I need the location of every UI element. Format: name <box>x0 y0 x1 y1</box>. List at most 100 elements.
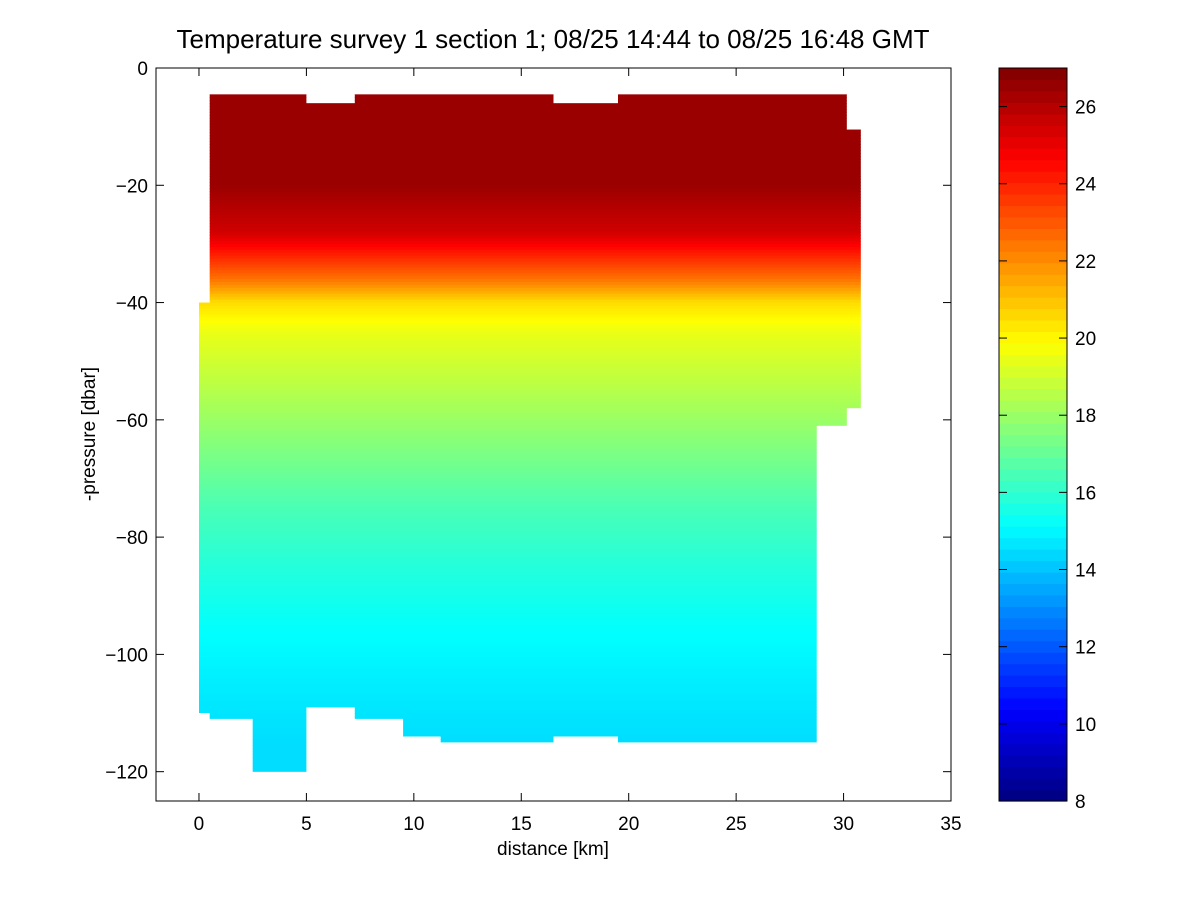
temperature-band <box>199 666 861 670</box>
temperature-band <box>199 273 861 277</box>
temperature-band <box>199 255 861 260</box>
colorbar-level <box>999 571 1067 584</box>
temperature-band <box>199 487 861 491</box>
temperature-band <box>199 100 861 104</box>
temperature-band <box>199 698 861 702</box>
temperature-band <box>199 713 861 717</box>
temperature-band <box>199 399 861 403</box>
temperature-band <box>199 334 861 339</box>
colorbar-level <box>999 778 1067 791</box>
colorbar-level <box>999 445 1067 458</box>
temperature-band <box>199 481 861 485</box>
temperature-band <box>199 422 861 427</box>
temperature-band <box>199 701 861 705</box>
colorbar-level <box>999 675 1067 688</box>
colorbar-level <box>999 148 1067 161</box>
x-tick-label: 25 <box>726 814 747 835</box>
colorbar-level <box>999 720 1067 733</box>
temperature-band <box>199 519 861 524</box>
temperature-band <box>199 147 861 151</box>
temperature-band <box>199 689 861 694</box>
temperature-band <box>199 733 861 738</box>
colorbar-level <box>999 182 1067 195</box>
temperature-band <box>199 563 861 568</box>
colorbar-level <box>999 205 1067 218</box>
colorbar-level <box>999 171 1067 184</box>
colorbar-level <box>999 79 1067 92</box>
temperature-band <box>199 176 861 181</box>
colorbar-level <box>999 480 1067 493</box>
colorbar-tick-label: 16 <box>1075 483 1096 504</box>
temperature-band <box>199 155 861 160</box>
temperature-band <box>199 158 861 163</box>
y-tick-label: −80 <box>116 528 148 549</box>
temperature-band <box>199 460 861 465</box>
colorbar-level <box>999 331 1067 344</box>
temperature-band <box>199 730 861 735</box>
temperature-band <box>199 287 861 292</box>
temperature-band <box>199 167 861 172</box>
colorbar-level <box>999 526 1067 539</box>
colorbar-level <box>999 285 1067 298</box>
plot-border <box>155 67 952 802</box>
temperature-band <box>199 639 861 644</box>
x-axis: 0 5 10 15 20 25 30 35 <box>194 68 962 835</box>
temperature-band <box>199 361 861 365</box>
temperature-band <box>199 692 861 697</box>
colorbar-level <box>999 743 1067 756</box>
colorbar-level <box>999 697 1067 710</box>
temperature-band <box>199 534 861 538</box>
colorbar-level <box>999 102 1067 115</box>
temperature-band <box>199 657 861 661</box>
temperature-band <box>199 340 861 345</box>
temperature-band <box>199 161 861 166</box>
temperature-band <box>199 164 861 169</box>
temperature-band <box>199 669 861 673</box>
temperature-band <box>199 648 861 653</box>
colorbar-level <box>999 216 1067 229</box>
temperature-band <box>199 645 861 650</box>
temperature-band <box>199 522 861 526</box>
y-tick-label: −120 <box>105 763 148 784</box>
temperature-band <box>199 525 861 529</box>
colorbar-level <box>999 365 1067 378</box>
temperature-band <box>199 551 861 556</box>
colorbar-level <box>999 709 1067 722</box>
temperature-band <box>199 349 861 353</box>
temperature-band <box>199 170 861 175</box>
temperature-band <box>199 478 861 483</box>
temperature-band <box>199 466 861 471</box>
temperature-band <box>199 308 861 312</box>
temperature-band <box>199 328 861 333</box>
temperature-band <box>199 496 861 500</box>
temperature-band <box>199 610 861 614</box>
colorbar-level <box>999 342 1067 355</box>
colorbar-level <box>999 755 1067 768</box>
temperature-band <box>199 191 861 195</box>
temperature-band <box>199 355 861 359</box>
temperature-band <box>199 554 861 559</box>
temperature-band <box>199 686 861 691</box>
temperature-band <box>199 607 861 612</box>
colorbar-border <box>998 67 1068 802</box>
temperature-band <box>199 246 861 251</box>
temperature-band <box>199 416 861 421</box>
colorbar-level <box>999 423 1067 436</box>
colorbar-level <box>999 411 1067 424</box>
temperature-band <box>199 671 861 676</box>
temperature-band <box>199 217 861 222</box>
temperature-band <box>199 540 861 544</box>
temperature-band <box>199 431 861 436</box>
temperature-band <box>199 296 861 301</box>
colorbar-level <box>999 434 1067 447</box>
colorbar-tick-label: 14 <box>1075 561 1097 582</box>
temperature-band <box>199 584 861 588</box>
chart-title: Temperature survey 1 section 1; 08/25 14… <box>177 24 930 54</box>
temperature-band <box>199 724 861 729</box>
temperature-band <box>199 109 861 113</box>
colorbar-level <box>999 159 1067 172</box>
temperature-band <box>199 252 861 257</box>
temperature-band <box>199 185 861 189</box>
temperature-band <box>199 636 861 641</box>
temperature-band <box>199 622 861 626</box>
